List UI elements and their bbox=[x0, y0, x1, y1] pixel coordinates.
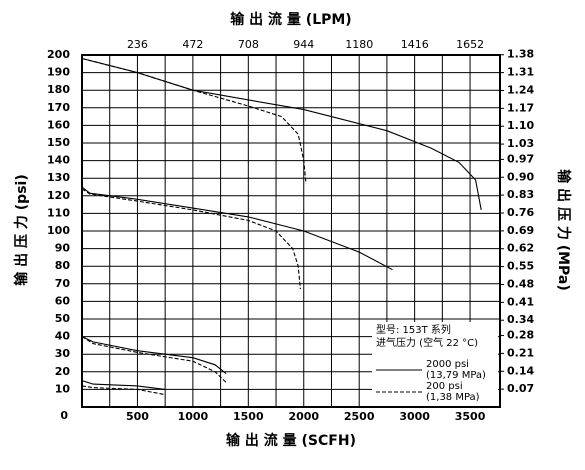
y-tick-label: 50 bbox=[55, 312, 71, 325]
y2-tick-label: 0.41 bbox=[507, 295, 534, 308]
y2-tick-label: 0.14 bbox=[507, 364, 534, 377]
flow-curve bbox=[81, 188, 301, 290]
y2-tick-label: 0.90 bbox=[507, 170, 534, 183]
y-tick-label: 60 bbox=[55, 294, 71, 307]
y-axis-title: 输 出 压 力 (psi) bbox=[13, 174, 30, 285]
x2-tick-label: 708 bbox=[238, 38, 259, 51]
annotation: 型号: 153T 系列 bbox=[376, 323, 451, 336]
x2-tick-label: 236 bbox=[127, 38, 148, 51]
y-tick-label: 100 bbox=[47, 224, 70, 237]
y-tick-label: 120 bbox=[47, 189, 70, 202]
flow-curve bbox=[81, 385, 166, 396]
x-axis-title: 输 出 流 量 (SCFH) bbox=[226, 432, 356, 449]
y2-tick-label: 0.83 bbox=[507, 188, 534, 201]
y-tick-label: 130 bbox=[47, 171, 70, 184]
y2-axis-title: 输 出 压 力 (MPa) bbox=[555, 169, 572, 291]
flow-curve bbox=[81, 380, 166, 390]
plot-frame bbox=[81, 54, 501, 408]
y2-tick-label: 1.38 bbox=[507, 48, 534, 61]
y2-tick-label: 0.97 bbox=[507, 152, 534, 165]
legend-label: 2000 psi bbox=[426, 359, 469, 370]
y2-tick-label: 0.48 bbox=[507, 277, 534, 290]
x2-tick-label: 472 bbox=[182, 38, 203, 51]
x-tick-label: 3000 bbox=[399, 410, 430, 423]
annotation: 进气压力 (空气 22 °C) bbox=[376, 336, 478, 349]
x-tick-label: 1500 bbox=[233, 410, 264, 423]
x2-tick-label: 944 bbox=[293, 38, 314, 51]
y-tick-label: 140 bbox=[47, 154, 70, 167]
x-tick-label: 2000 bbox=[288, 410, 319, 423]
y-tick-label: 70 bbox=[55, 277, 71, 290]
y-tick-label: 80 bbox=[55, 259, 71, 272]
y-tick-label: 20 bbox=[55, 365, 71, 378]
y-tick-label: 40 bbox=[55, 330, 71, 343]
x-tick-label: 500 bbox=[126, 410, 149, 423]
y2-tick-label: 0.21 bbox=[507, 346, 534, 359]
y-tick-label: 110 bbox=[47, 206, 70, 219]
x2-tick-label: 1416 bbox=[401, 38, 429, 51]
y2-tick-label: 0.62 bbox=[507, 242, 534, 255]
y2-tick-label: 1.10 bbox=[507, 119, 534, 132]
y-tick-label: 30 bbox=[55, 347, 71, 360]
y2-tick-label: 1.17 bbox=[507, 101, 534, 114]
y2-tick-label: 1.31 bbox=[507, 66, 534, 79]
flow-curve bbox=[81, 57, 482, 211]
y2-tick-label: 0.34 bbox=[507, 313, 534, 326]
chart-title: 输 出 流 量 (LPM) bbox=[230, 11, 351, 28]
y-tick-label: 0 bbox=[60, 409, 68, 422]
y2-tick-label: 1.24 bbox=[507, 83, 534, 96]
x-tick-label: 1000 bbox=[178, 410, 209, 423]
x2-tick-label: 1180 bbox=[345, 38, 373, 51]
y2-tick-label: 0.55 bbox=[507, 260, 534, 273]
y2-tick-label: 0.07 bbox=[507, 382, 534, 395]
y2-tick-label: 0.28 bbox=[507, 329, 534, 342]
flow-curve bbox=[81, 186, 393, 271]
flow-curve bbox=[81, 336, 227, 375]
legend-label: (13,79 MPa) bbox=[426, 370, 486, 381]
x-tick-label: 3500 bbox=[455, 410, 486, 423]
y2-tick-label: 0.76 bbox=[507, 206, 534, 219]
y2-tick-label: 0.69 bbox=[507, 224, 534, 237]
legend-label: (1,38 MPa) bbox=[426, 392, 480, 403]
y-tick-label: 10 bbox=[55, 382, 71, 395]
y2-tick-label: 1.03 bbox=[507, 137, 534, 150]
y-tick-label: 160 bbox=[47, 118, 70, 131]
y-tick-label: 150 bbox=[47, 136, 70, 149]
x-tick-label: 2500 bbox=[344, 410, 375, 423]
legend-box bbox=[372, 322, 498, 406]
y-tick-label: 200 bbox=[47, 48, 70, 61]
flow-curve bbox=[81, 336, 227, 383]
y-tick-label: 190 bbox=[47, 66, 70, 79]
x2-tick-label: 1652 bbox=[456, 38, 484, 51]
y-tick-label: 170 bbox=[47, 101, 70, 114]
y-tick-label: 90 bbox=[55, 242, 71, 255]
flow-curve bbox=[81, 57, 307, 184]
y-tick-label: 180 bbox=[47, 83, 70, 96]
legend-label: 200 psi bbox=[426, 381, 463, 392]
